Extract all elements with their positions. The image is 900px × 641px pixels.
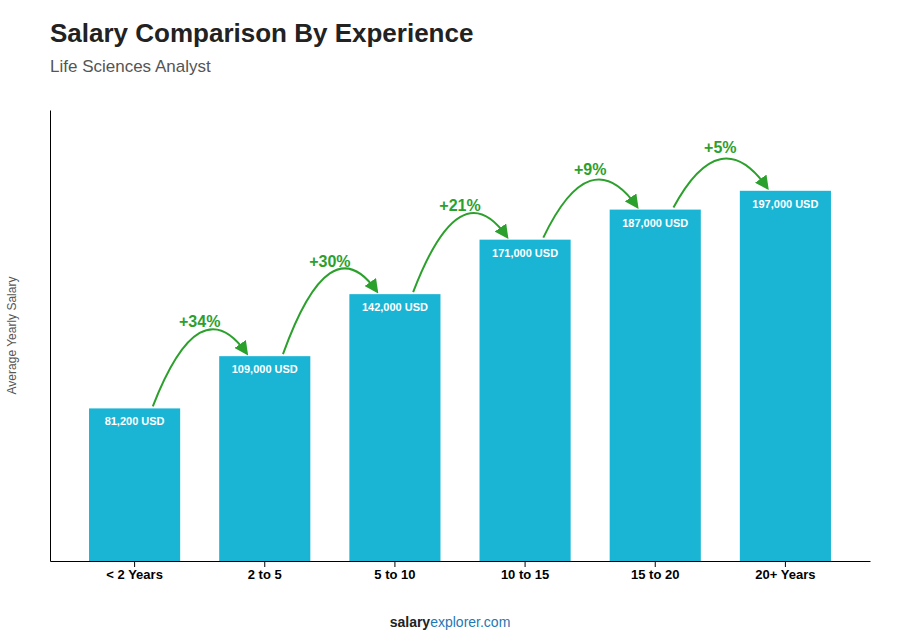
bar xyxy=(89,408,180,561)
data-label: 171,000 USD xyxy=(492,247,558,259)
x-axis-line xyxy=(51,561,871,562)
change-label: +9% xyxy=(574,161,606,178)
data-label: 197,000 USD xyxy=(752,198,818,210)
change-arc xyxy=(413,213,507,292)
x-tick-label: 2 to 5 xyxy=(248,567,282,582)
change-label: +5% xyxy=(704,139,736,156)
annotations: +34% +30% +21% +9% +5% xyxy=(153,139,767,406)
bar xyxy=(349,294,440,561)
change-arc xyxy=(543,179,637,237)
x-tick-mark xyxy=(525,561,526,567)
subtitle: Life Sciences Analyst xyxy=(50,57,211,76)
change-arc xyxy=(673,159,767,208)
x-tick: 15 to 20 xyxy=(631,561,679,582)
chart-svg: Salary Comparison By Experience Life Scie… xyxy=(0,0,900,641)
x-tick-label: 10 to 15 xyxy=(501,567,549,582)
bar xyxy=(219,356,310,561)
x-tick: 20+ Years xyxy=(755,561,815,582)
change-arc xyxy=(283,268,377,354)
bar xyxy=(740,191,831,561)
plot-area: < 2 Years 2 to 5 5 to 10 10 to 15 15 to 20 20… xyxy=(51,111,871,583)
title: Salary Comparison By Experience xyxy=(50,18,473,48)
chart-container: Salary Comparison By Experience Life Scie… xyxy=(0,0,900,641)
x-tick-mark xyxy=(134,561,135,567)
x-tick-label: 15 to 20 xyxy=(631,567,679,582)
x-tick-mark xyxy=(264,561,265,567)
bar xyxy=(480,240,571,561)
x-axis: < 2 Years 2 to 5 5 to 10 10 to 15 15 to 20 20… xyxy=(51,561,871,582)
data-labels: 81,200 USD 109,000 USD 142,000 USD 171,000 … xyxy=(105,198,819,428)
x-tick-label: < 2 Years xyxy=(106,567,163,582)
x-tick-label: 5 to 10 xyxy=(374,567,415,582)
bars xyxy=(89,191,831,561)
x-tick: 2 to 5 xyxy=(248,561,282,582)
footer-part: explorer.com xyxy=(430,614,510,630)
bar xyxy=(610,210,701,561)
x-tick: < 2 Years xyxy=(106,561,163,582)
y-axis-line xyxy=(50,111,51,562)
footer: salaryexplorer.com xyxy=(390,614,511,630)
x-tick-label: 20+ Years xyxy=(755,567,815,582)
footer-part: salary xyxy=(390,614,431,630)
data-label: 187,000 USD xyxy=(622,217,688,229)
x-tick-mark xyxy=(785,561,786,567)
change-label: +34% xyxy=(179,313,220,330)
data-label: 142,000 USD xyxy=(362,301,428,313)
change-label: +30% xyxy=(309,253,350,270)
y-axis-label: Average Yearly Salary xyxy=(5,277,19,395)
y-axis xyxy=(50,111,51,562)
data-label: 81,200 USD xyxy=(105,415,165,427)
data-label: 109,000 USD xyxy=(232,363,298,375)
x-tick-mark xyxy=(394,561,395,567)
change-label: +21% xyxy=(439,197,480,214)
change-arc xyxy=(153,329,247,406)
x-tick: 10 to 15 xyxy=(501,561,549,582)
x-tick-mark xyxy=(655,561,656,567)
x-tick: 5 to 10 xyxy=(374,561,415,582)
